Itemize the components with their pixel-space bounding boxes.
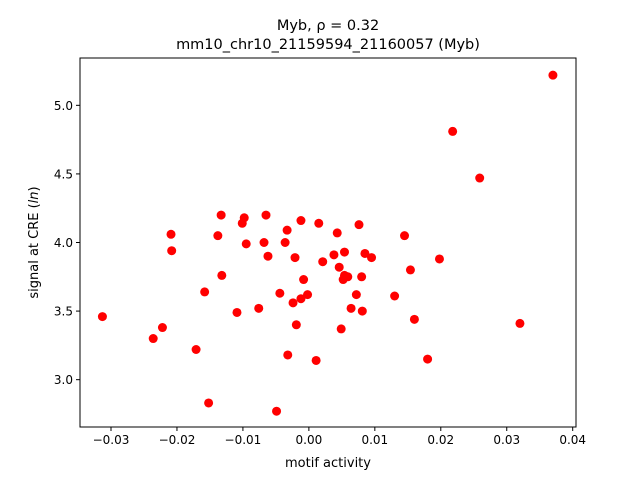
data-point — [166, 229, 176, 239]
data-point — [241, 239, 251, 249]
data-point — [409, 314, 419, 324]
data-point — [351, 290, 361, 300]
data-point — [515, 318, 525, 328]
data-point — [282, 225, 292, 235]
x-axis-label: motif activity — [285, 456, 371, 471]
data-point — [259, 238, 269, 247]
data-point — [400, 231, 410, 241]
x-tick-label: 0.02 — [427, 433, 454, 447]
data-point — [357, 272, 367, 282]
data-point — [213, 231, 223, 241]
x-tick-label: 0.03 — [493, 433, 520, 447]
y-axis-label: signal at CRE (ln) — [27, 186, 42, 298]
data-point — [291, 320, 301, 330]
y-tick-label: 4.0 — [54, 236, 73, 250]
plot-frame — [79, 57, 577, 428]
y-tick-label: 4.5 — [54, 167, 73, 181]
data-point — [360, 248, 370, 258]
data-point — [299, 275, 309, 285]
y-tick-label: 3.5 — [54, 305, 73, 319]
data-point — [367, 253, 377, 263]
x-tick-label: −0.01 — [225, 433, 262, 447]
data-point — [157, 323, 167, 333]
x-tick-label: 0.01 — [361, 433, 388, 447]
data-point — [318, 257, 328, 267]
data-point — [390, 291, 400, 301]
y-axis-ticks: 3.0 3.5 4.0 4.5 5.0 — [54, 99, 80, 387]
data-point — [167, 246, 177, 256]
chart-title-line2: mm10_chr10_21159594_21160057 (Myb) — [176, 37, 480, 53]
data-point — [548, 70, 558, 80]
data-point — [200, 287, 210, 297]
data-point — [261, 210, 271, 220]
data-point — [405, 265, 415, 275]
data-point — [217, 270, 227, 280]
data-point — [354, 220, 364, 230]
y-tick-label: 5.0 — [54, 99, 73, 113]
data-point — [434, 254, 444, 264]
data-point — [191, 344, 201, 354]
x-tick-label: −0.02 — [159, 433, 196, 447]
data-points — [97, 70, 558, 416]
data-point — [346, 303, 356, 313]
data-point — [283, 350, 293, 360]
y-tick-label: 3.0 — [54, 373, 73, 387]
data-point — [423, 354, 433, 364]
data-point — [216, 210, 226, 220]
chart-title-line1: Myb, ρ = 0.32 — [277, 18, 379, 34]
data-point — [357, 306, 367, 316]
x-tick-label: 0.04 — [559, 433, 586, 447]
data-point — [204, 398, 214, 408]
data-point — [239, 213, 249, 223]
data-point — [332, 228, 342, 238]
data-point — [329, 250, 339, 260]
data-point — [475, 173, 485, 183]
x-axis-ticks: −0.03 −0.02 −0.01 0.00 0.01 0.02 0.03 0.04 — [93, 427, 586, 447]
data-point — [448, 126, 458, 136]
data-point — [311, 355, 321, 365]
data-point — [290, 253, 300, 263]
data-point — [303, 290, 313, 300]
data-point — [97, 312, 107, 322]
data-point — [232, 307, 242, 317]
x-tick-label: 0.00 — [296, 433, 323, 447]
data-point — [334, 262, 344, 272]
data-point — [272, 406, 282, 416]
data-point — [280, 238, 290, 247]
x-tick-label: −0.03 — [93, 433, 130, 447]
data-point — [296, 294, 306, 304]
data-point — [343, 272, 353, 282]
data-point — [275, 288, 285, 298]
data-point — [263, 251, 273, 261]
data-point — [336, 324, 346, 334]
data-point — [296, 216, 306, 226]
data-point — [288, 298, 298, 308]
data-point — [314, 218, 324, 228]
data-point — [148, 334, 158, 344]
data-point — [339, 247, 349, 257]
data-point — [254, 303, 264, 313]
